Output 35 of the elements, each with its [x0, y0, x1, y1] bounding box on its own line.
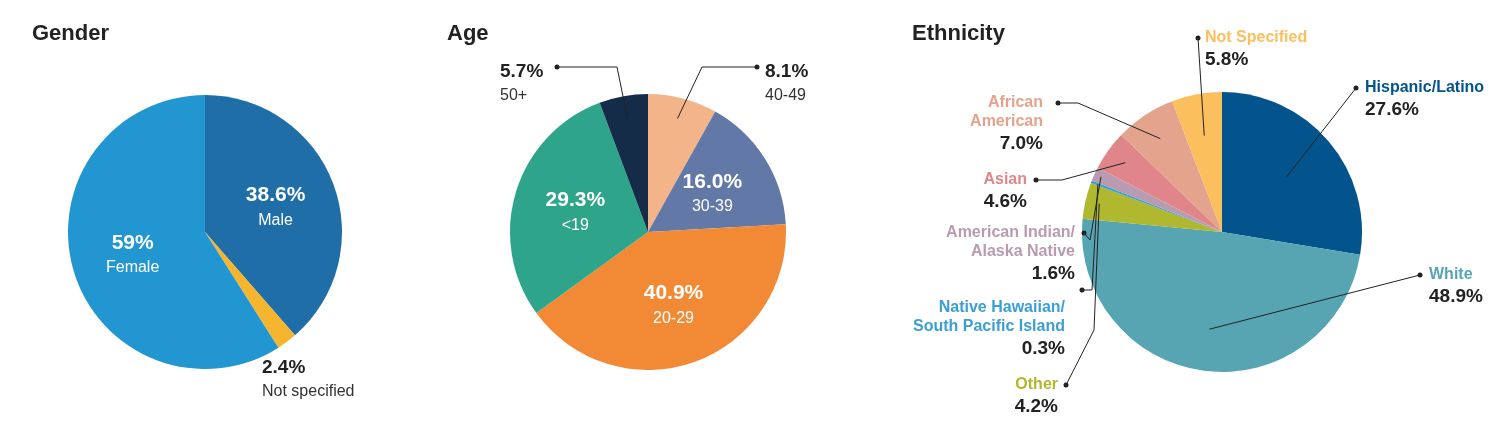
slice-label: 20-29 [653, 308, 695, 326]
slice-label: Female [105, 258, 160, 276]
data-label: 4.2% [1014, 395, 1059, 417]
data-label: 7.0% [999, 132, 1044, 154]
data-label: 40.9% [643, 280, 704, 304]
slice-label: Hispanic/Latino [1365, 78, 1485, 96]
data-label: 1.6% [1031, 262, 1076, 284]
slice-label: 50+ [500, 86, 528, 104]
slice-label: 40-49 [765, 86, 807, 104]
slice-label: 30-39 [691, 197, 733, 215]
data-label: 4.6% [983, 190, 1028, 212]
data-label: 48.9% [1429, 285, 1483, 307]
slice-label: American Indian/Alaska Native [946, 223, 1076, 260]
slice-label: Asian [983, 170, 1027, 188]
slice-label: <19 [561, 215, 589, 233]
slice-label: Not specified [262, 382, 355, 400]
slice-label: Not Specified [1205, 28, 1308, 46]
chart-title: Ethnicity [912, 20, 1005, 46]
data-label: 27.6% [1365, 98, 1419, 120]
data-label: 5.7% [500, 60, 544, 82]
slice-label: Native Hawaiian/South Pacific Island [912, 298, 1066, 335]
chart-title: Age [447, 20, 489, 46]
slice-label: African American [970, 93, 1043, 130]
slice-label: White [1429, 265, 1473, 283]
chart-title: Gender [32, 20, 110, 46]
data-label: 38.6% [245, 182, 306, 206]
data-label: 5.8% [1205, 48, 1249, 70]
data-label: 59% [111, 229, 154, 253]
data-label: 16.0% [682, 168, 743, 192]
data-label: 8.1% [765, 60, 809, 82]
data-label: 2.4% [262, 356, 306, 378]
slice-label: Other [1015, 375, 1058, 393]
slice-label: Male [258, 210, 294, 228]
data-label: 29.3% [545, 186, 606, 210]
data-label: 0.3% [1021, 337, 1066, 359]
